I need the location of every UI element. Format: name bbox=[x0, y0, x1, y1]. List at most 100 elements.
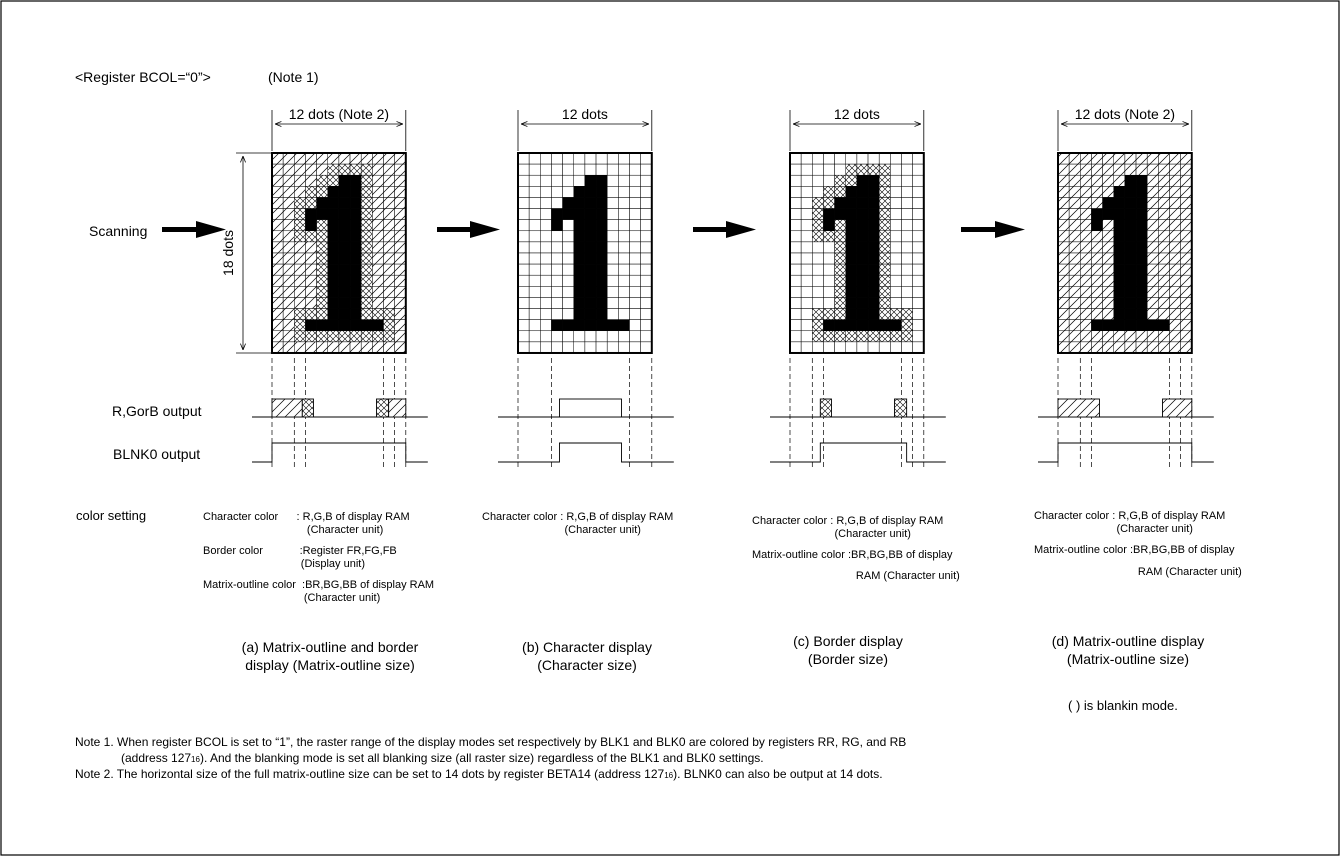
dot-cell bbox=[327, 230, 340, 243]
dot-cell bbox=[360, 186, 373, 198]
dot-cell bbox=[305, 263, 317, 276]
dot-cell bbox=[856, 152, 869, 165]
dot-cell bbox=[338, 219, 351, 232]
dot-cell bbox=[890, 197, 902, 209]
pulse-segment bbox=[388, 398, 407, 418]
dot-cell bbox=[618, 341, 630, 354]
dot-cell bbox=[327, 241, 340, 254]
dot-cell bbox=[867, 263, 880, 276]
dot-cell bbox=[383, 174, 395, 187]
dot-cell bbox=[1102, 230, 1114, 243]
dot-cell bbox=[618, 208, 630, 220]
dot-cell bbox=[878, 152, 891, 165]
dot-cell bbox=[360, 230, 373, 243]
dot-cell bbox=[629, 297, 641, 309]
dot-cell bbox=[573, 286, 586, 298]
dot-cell bbox=[349, 174, 362, 187]
dot-cell bbox=[383, 341, 395, 354]
dot-cell bbox=[383, 286, 395, 298]
dot-cell bbox=[823, 174, 835, 187]
dot-cell bbox=[800, 152, 813, 165]
rgb-output-label: R,GorB output bbox=[112, 403, 202, 419]
dot-cell bbox=[789, 174, 802, 187]
dot-cell bbox=[1091, 174, 1103, 187]
dot-cell bbox=[528, 163, 541, 176]
dot-cell bbox=[1180, 230, 1193, 243]
dot-cell bbox=[640, 152, 653, 165]
dot-cell bbox=[540, 341, 552, 354]
dot-cell bbox=[551, 252, 563, 265]
dot-cell bbox=[573, 197, 586, 209]
dot-cell bbox=[1169, 274, 1181, 287]
rgb-output-waveform bbox=[1038, 398, 1214, 418]
dot-cell bbox=[1102, 308, 1114, 320]
dot-cell bbox=[349, 186, 362, 198]
dot-cell bbox=[845, 219, 858, 232]
dot-cell bbox=[327, 341, 340, 354]
dot-cell bbox=[856, 219, 869, 232]
dot-cell bbox=[517, 219, 530, 232]
dot-cell bbox=[573, 319, 586, 332]
dot-cell bbox=[800, 319, 813, 332]
color-setting-line: Character color : R,G,B of display RAM bbox=[752, 515, 943, 527]
dot-cell bbox=[845, 308, 858, 320]
dot-cell bbox=[1102, 330, 1114, 343]
dot-cell bbox=[338, 286, 351, 298]
dot-cell bbox=[383, 308, 395, 320]
dot-cell bbox=[890, 219, 902, 232]
dot-cell bbox=[360, 330, 373, 343]
dot-cell bbox=[1169, 163, 1181, 176]
dot-cell bbox=[271, 341, 284, 354]
dot-cell bbox=[1158, 197, 1170, 209]
dot-cell bbox=[1113, 174, 1126, 187]
dot-cell bbox=[1102, 152, 1114, 165]
dot-cell bbox=[823, 263, 835, 276]
dot-cell bbox=[338, 152, 351, 165]
dot-cell bbox=[349, 219, 362, 232]
dot-cell bbox=[294, 219, 306, 232]
dot-cell bbox=[834, 219, 846, 232]
dot-cell bbox=[845, 274, 858, 287]
dot-cell bbox=[1091, 308, 1103, 320]
dot-cell bbox=[383, 319, 395, 332]
dot-cell bbox=[528, 274, 541, 287]
dot-cell bbox=[551, 186, 563, 198]
pulse-segment bbox=[894, 398, 908, 418]
dot-cell bbox=[878, 163, 891, 176]
dot-cell bbox=[1146, 330, 1159, 343]
dot-cell bbox=[294, 230, 306, 243]
dot-cell bbox=[901, 174, 913, 187]
dot-cell bbox=[595, 308, 608, 320]
dot-cell bbox=[845, 252, 858, 265]
dot-cell bbox=[629, 263, 641, 276]
dot-cell bbox=[1080, 163, 1092, 176]
blnk-output-waveform bbox=[1038, 442, 1214, 463]
dot-cell bbox=[912, 274, 925, 287]
dot-cell bbox=[1080, 252, 1092, 265]
dot-cell bbox=[316, 330, 329, 343]
dot-cell bbox=[1146, 219, 1159, 232]
dot-cell bbox=[789, 308, 802, 320]
color-setting-line: Character color : R,G,B of display RAM bbox=[482, 511, 673, 523]
dot-cell bbox=[629, 308, 641, 320]
dot-cell bbox=[800, 174, 813, 187]
dot-cell bbox=[1057, 208, 1070, 220]
dot-cell bbox=[540, 274, 552, 287]
dot-cell bbox=[1113, 163, 1126, 176]
dot-cell bbox=[1180, 186, 1193, 198]
dot-cell bbox=[294, 297, 306, 309]
dot-cell bbox=[812, 219, 824, 232]
dot-cell bbox=[606, 197, 619, 209]
dot-cell bbox=[1057, 163, 1070, 176]
dot-cell bbox=[360, 241, 373, 254]
dot-cell bbox=[1113, 319, 1126, 332]
vertical-dimension bbox=[236, 152, 272, 354]
dot-cell bbox=[606, 341, 619, 354]
dot-cell bbox=[1080, 208, 1092, 220]
dot-cell bbox=[282, 186, 295, 198]
dot-cell bbox=[878, 197, 891, 209]
panel-c: 12 dots Character color : R,G,B of displa… bbox=[752, 106, 960, 667]
dot-cell bbox=[834, 230, 846, 243]
dot-cell bbox=[1169, 208, 1181, 220]
dot-cell bbox=[834, 286, 846, 298]
